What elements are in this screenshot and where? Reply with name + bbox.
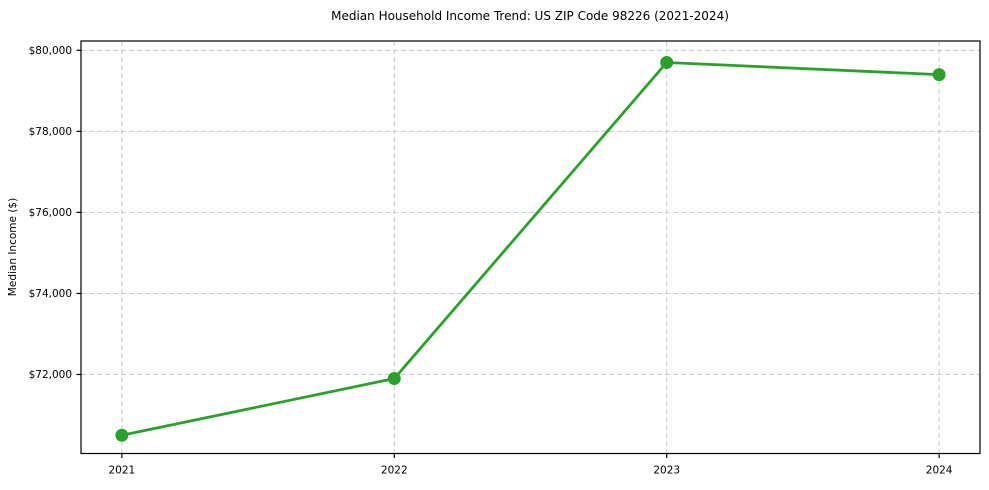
trend-line: [120, 61, 941, 437]
tick-labels-layer: $72,000 $74,000 $76,000 $78,000 $80,000 2021 2…: [29, 45, 953, 477]
y-tick-label: $78,000: [29, 126, 72, 138]
y-tick-label: $74,000: [29, 288, 72, 300]
x-tick-label: 2021: [108, 465, 135, 477]
data-point-2021: [115, 428, 129, 442]
data-point-2023: [660, 55, 674, 69]
data-point-2024: [932, 68, 946, 82]
x-tick-label: 2024: [926, 465, 953, 477]
x-tick-label: 2022: [381, 465, 408, 477]
tick-marks-layer: [76, 49, 940, 458]
y-tick-label: $80,000: [29, 45, 72, 57]
gridlines-layer: [81, 41, 980, 454]
series-layer: [115, 55, 946, 442]
y-tick-label: $72,000: [29, 369, 72, 381]
x-tick-label: 2023: [653, 465, 680, 477]
plot-border: [80, 40, 981, 455]
y-axis-label: Median Income ($): [7, 198, 19, 296]
y-tick-label: $76,000: [29, 207, 72, 219]
data-point-2022: [387, 372, 401, 386]
chart-title: Median Household Income Trend: US ZIP Co…: [331, 9, 729, 23]
